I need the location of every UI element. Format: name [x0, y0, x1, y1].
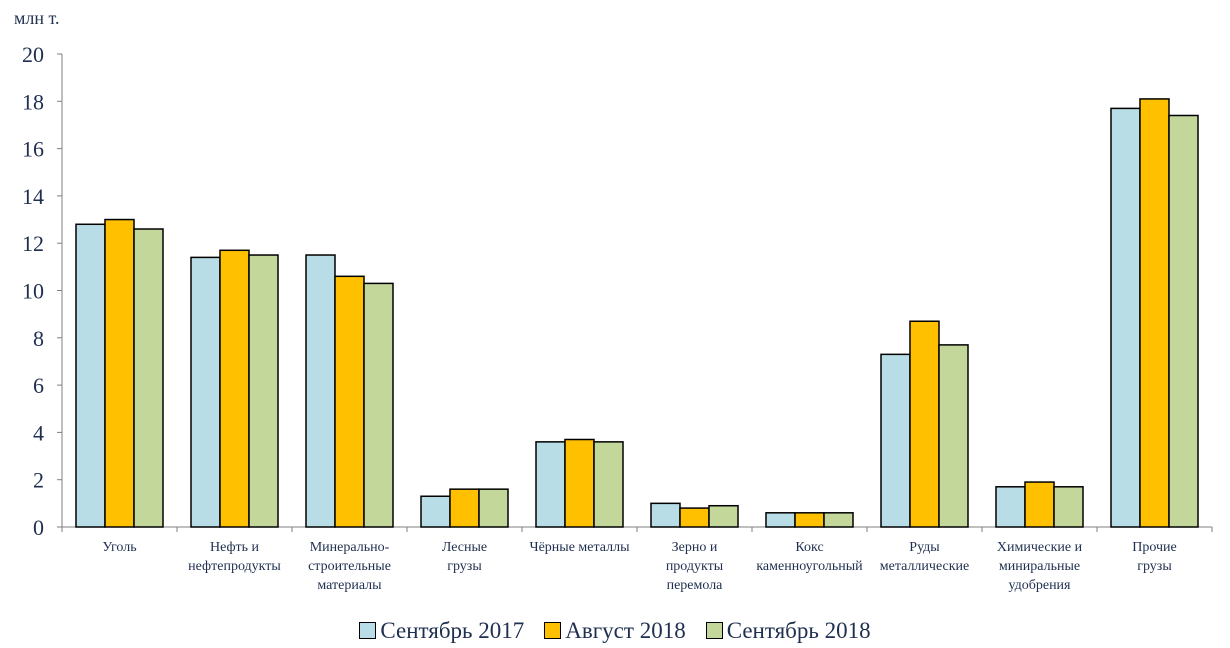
x-category-label: Лесные — [442, 540, 487, 555]
bar — [823, 512, 854, 528]
bar — [564, 438, 595, 528]
legend-item: Сентябрь 2017 — [359, 618, 524, 644]
bar — [334, 275, 365, 528]
x-category-label: перемола — [667, 578, 724, 593]
bar — [248, 254, 279, 528]
legend-label: Сентябрь 2017 — [380, 618, 525, 643]
bar — [133, 228, 164, 528]
bar — [1168, 114, 1199, 528]
y-tick-label: 18 — [22, 89, 44, 114]
bar — [880, 353, 911, 528]
bar — [1139, 98, 1170, 528]
bar — [219, 249, 250, 528]
y-tick-label: 0 — [33, 515, 44, 540]
bar-chart: 0 2 4 6 8 10 12 14 16 18 20 Уголь Нефть и нефтепродук… — [22, 42, 1213, 593]
bar — [794, 512, 825, 528]
x-category-label: Кокс — [795, 540, 823, 555]
y-tick-label: 12 — [22, 231, 44, 256]
x-category-label: нефтепродукты — [188, 559, 281, 574]
x-category-label: грузы — [1137, 559, 1172, 574]
x-category-label: Нефть и — [210, 540, 260, 555]
bar — [593, 441, 624, 528]
bar — [1110, 107, 1141, 528]
x-category-label: каменноугольный — [756, 559, 863, 574]
bar — [765, 512, 796, 528]
x-category-label: металлические — [880, 559, 970, 574]
x-category-label: грузы — [447, 559, 482, 574]
bar — [363, 282, 394, 528]
chart-legend: Сентябрь 2017 Август 2018 Сентябрь 2018 — [0, 618, 1230, 644]
bar — [478, 488, 509, 528]
bar — [104, 218, 135, 528]
y-tick-label: 20 — [22, 42, 44, 67]
bar — [995, 486, 1026, 528]
bar — [708, 504, 739, 528]
legend-swatch — [544, 622, 562, 639]
legend-swatch — [705, 622, 723, 639]
x-category-label: строительные — [308, 559, 391, 574]
bar — [75, 223, 106, 528]
bar — [190, 256, 221, 528]
bar — [909, 320, 940, 528]
x-category-label: Прочие — [1132, 540, 1177, 555]
x-category-label: Чёрные металлы — [529, 540, 630, 555]
legend-item: Сентябрь 2018 — [705, 618, 871, 644]
y-axis-unit-label: млн т. — [14, 8, 60, 28]
x-category-label: Зерно и — [672, 540, 718, 555]
x-category-label: удобрения — [1008, 578, 1071, 593]
bar — [535, 441, 566, 528]
y-tick-label: 10 — [22, 279, 44, 304]
y-tick-label: 8 — [33, 326, 44, 351]
x-category-label: Руды — [909, 540, 940, 555]
x-category-label: продукты — [666, 559, 724, 574]
bar — [679, 507, 710, 528]
bar — [1024, 481, 1055, 528]
y-tick-label: 4 — [33, 420, 44, 445]
legend-item: Август 2018 — [544, 618, 686, 644]
legend-label: Август 2018 — [565, 618, 686, 643]
x-category-label: Уголь — [102, 540, 136, 555]
y-tick-label: 16 — [22, 137, 44, 162]
legend-swatch — [359, 622, 377, 639]
bar — [650, 502, 681, 528]
x-category-label: материалы — [317, 578, 382, 593]
bar — [938, 344, 969, 528]
x-category-label: миниральные — [999, 559, 1080, 574]
y-tick-label: 14 — [22, 184, 44, 209]
y-tick-label: 6 — [33, 373, 44, 398]
bar — [1053, 486, 1084, 528]
bar — [449, 488, 480, 528]
x-category-label: Минерально- — [310, 540, 390, 555]
y-tick-label: 2 — [33, 468, 44, 493]
bar — [305, 254, 336, 528]
legend-label: Сентябрь 2018 — [726, 618, 871, 643]
bar — [420, 495, 451, 528]
x-category-label: Химические и — [997, 540, 1083, 555]
